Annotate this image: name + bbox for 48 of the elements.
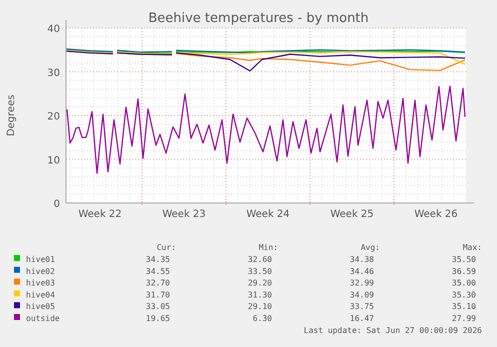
text: 31.30 [248, 290, 272, 300]
line-series [66, 86, 466, 174]
text: 31.70 [146, 290, 170, 300]
text: 29.10 [248, 302, 272, 312]
text: 35.00 [452, 278, 476, 288]
y-tick-label: 10 [47, 155, 60, 166]
text: Min: [258, 243, 278, 252]
text: 16.47 [350, 314, 374, 323]
text: Last update: Sat Jun 27 00:00:09 2026 [304, 326, 482, 335]
legend-label: outside [26, 314, 60, 323]
text: 32.99 [350, 278, 374, 288]
text: 19.65 [146, 314, 170, 323]
text: Max: [462, 243, 482, 252]
text: 33.05 [146, 302, 170, 312]
text: 35.30 [452, 290, 476, 300]
x-tick-label: Week 22 [78, 209, 122, 220]
text: 34.35 [146, 255, 170, 264]
chart-title: Beehive temperatures - by month [148, 11, 369, 26]
text: Avg: [360, 243, 380, 252]
y-axis-title: Degrees [6, 94, 17, 136]
text: 34.46 [350, 266, 374, 276]
text: 33.50 [248, 266, 272, 276]
text: 6.30 [252, 314, 272, 323]
text: 36.59 [452, 266, 476, 276]
y-tick-label: 0 [54, 199, 60, 210]
text: 34.09 [350, 290, 374, 300]
text: 34.38 [350, 255, 374, 264]
y-tick-label: 30 [47, 68, 60, 79]
text: 32.60 [248, 255, 272, 264]
x-tick-label: Week 23 [162, 209, 206, 220]
x-tick-label: Week 26 [414, 209, 458, 220]
legend-label: hive01 [26, 255, 56, 264]
legend-label: hive02 [26, 266, 56, 276]
text: 29.20 [248, 278, 272, 288]
y-tick-label: 20 [47, 112, 60, 122]
legend-label: hive03 [26, 278, 56, 288]
legend-label: hive04 [26, 290, 56, 300]
text: 33.75 [350, 302, 374, 312]
text: 32.70 [146, 278, 170, 288]
text: 34.55 [146, 266, 170, 276]
y-tick-label: 40 [47, 24, 60, 35]
legend-label: hive05 [26, 302, 56, 312]
x-tick-label: Week 24 [246, 209, 290, 220]
text: Cur: [156, 243, 176, 252]
text: 35.50 [452, 255, 476, 264]
text: 35.10 [452, 302, 476, 312]
text: 27.99 [452, 314, 476, 323]
x-tick-label: Week 25 [330, 209, 374, 220]
